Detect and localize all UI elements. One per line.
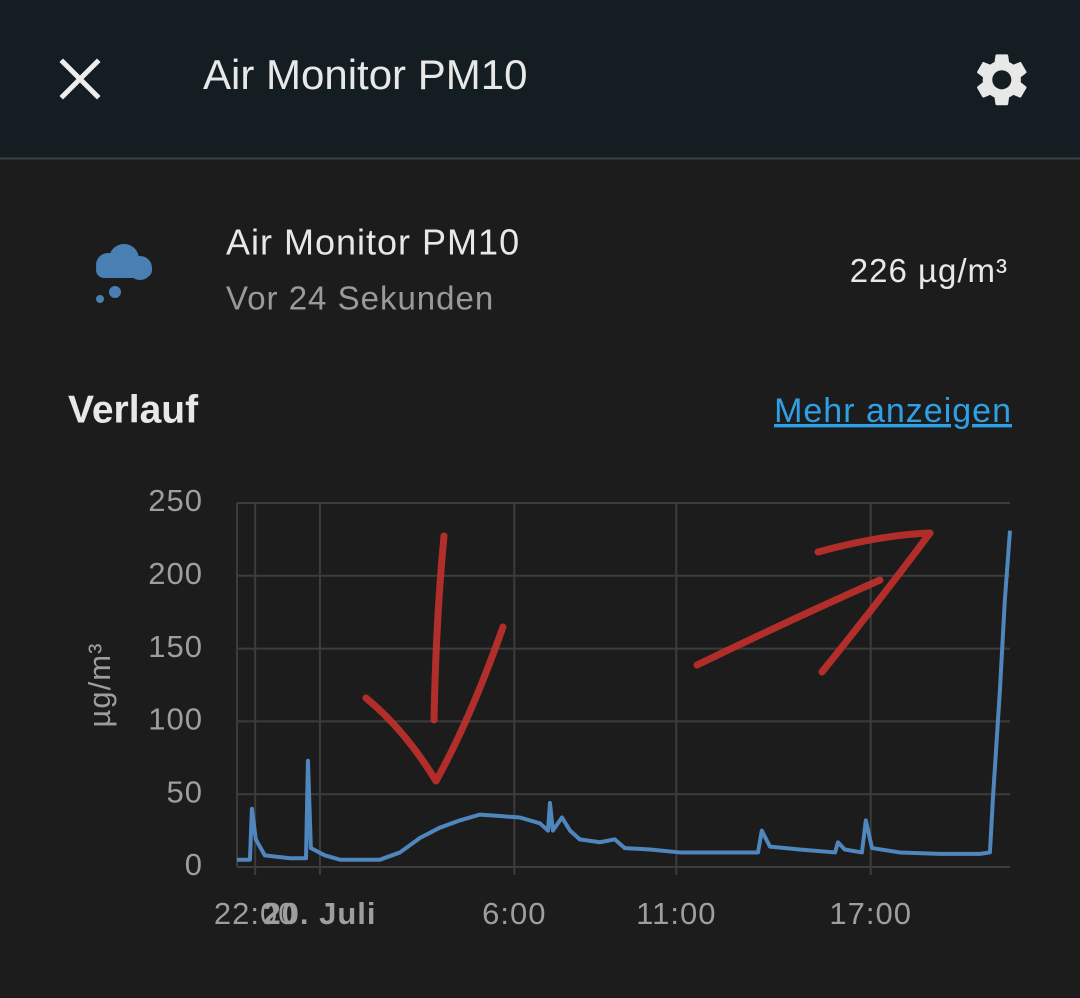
x-tick-label: 20. Juli	[263, 896, 376, 931]
header-title: Air Monitor PM10	[203, 51, 527, 98]
x-tick-label: 17:00	[829, 896, 912, 931]
x-tick-label: 22:00	[214, 896, 297, 931]
last-changed: Vor 24 Sekunden	[226, 280, 494, 317]
header-bar	[0, 0, 1080, 158]
y-tick-label: 150	[148, 629, 203, 664]
settings-button[interactable]	[977, 54, 1027, 106]
close-icon	[59, 58, 101, 100]
x-tick-label: 11:00	[636, 896, 716, 931]
arrow-head	[814, 529, 934, 676]
state-unit: µg/m³	[918, 252, 1008, 289]
entity-icon	[96, 244, 152, 303]
more-link[interactable]: Mehr anzeigen	[774, 392, 1012, 430]
y-tick-label: 250	[148, 483, 203, 518]
data-line	[237, 530, 1012, 862]
arrow-stroke	[430, 532, 448, 724]
y-tick-label: 50	[167, 774, 203, 809]
y-axis-label: µg/m³	[82, 643, 117, 728]
arrow-head	[362, 623, 507, 785]
close-button[interactable]	[59, 58, 101, 100]
annotation-arrows	[362, 529, 934, 785]
y-tick-label: 0	[185, 847, 203, 882]
y-tick-label: 200	[148, 556, 203, 591]
state-value: 226	[850, 252, 908, 289]
section-title: Verlauf	[68, 388, 199, 431]
arrow-stroke	[693, 576, 884, 669]
entity-state: 226 µg/m³	[850, 252, 1008, 289]
y-tick-label: 100	[148, 702, 203, 737]
entity-name: Air Monitor PM10	[226, 222, 520, 263]
x-tick-label: 6:00	[482, 896, 546, 931]
